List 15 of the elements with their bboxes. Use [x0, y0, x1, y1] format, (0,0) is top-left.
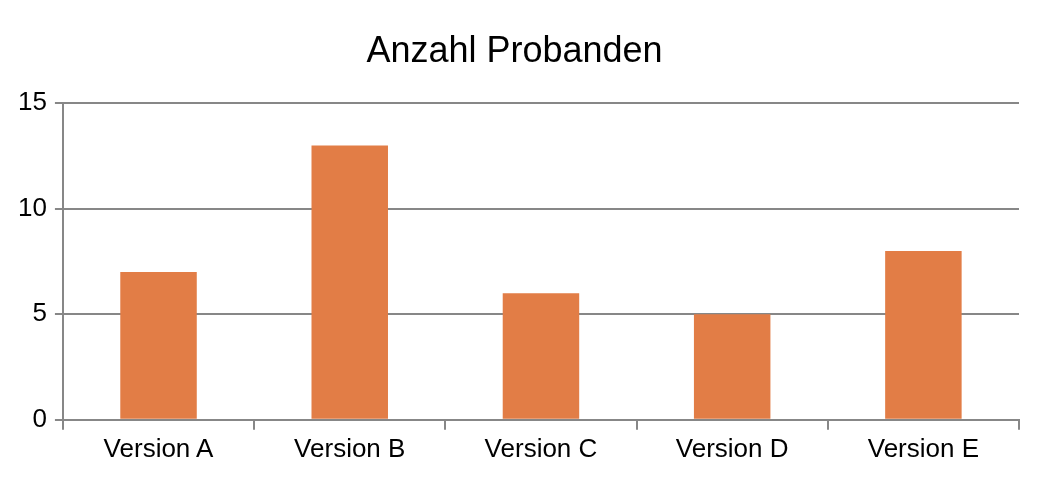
x-tick-label: Version D	[675, 432, 789, 463]
chart-title: Anzahl Probanden	[366, 28, 663, 70]
y-tick-label: 15	[18, 86, 47, 117]
y-tick-label: 10	[18, 191, 47, 222]
bar	[693, 314, 771, 419]
y-tick-label: 0	[32, 402, 47, 433]
y-tick-label: 5	[32, 297, 47, 328]
x-tick-label: Version B	[294, 432, 406, 463]
bar	[885, 250, 962, 419]
bar	[311, 145, 388, 419]
x-tick-label: Version C	[484, 432, 598, 463]
x-tick-label: Version A	[103, 432, 215, 463]
x-tick-label: Version E	[867, 432, 980, 463]
bar	[120, 272, 197, 419]
bar	[502, 293, 580, 419]
